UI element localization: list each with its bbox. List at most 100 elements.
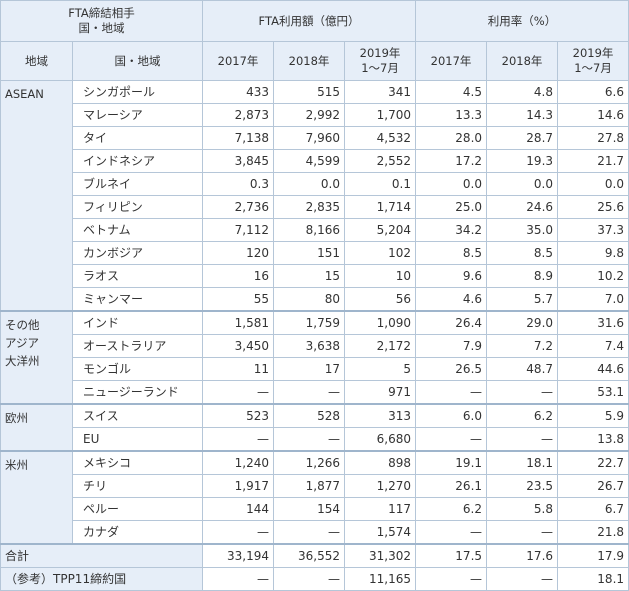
value-cell: 19.3 [486,149,559,173]
value-cell: 341 [344,80,417,104]
value-cell: 1,240 [202,450,275,475]
value-cell: 10.2 [557,264,629,288]
value-cell: 31,302 [344,543,417,568]
value-cell: 4.6 [415,287,488,312]
value-cell: 16 [202,264,275,288]
value-cell: 25.6 [557,195,629,219]
value-cell: 2,992 [273,103,346,127]
table-row: カンボジア 120 151 102 8.5 8.5 9.8 [1,241,629,265]
value-cell: 14.3 [486,103,559,127]
table-row: インドネシア 3,845 4,599 2,552 17.2 19.3 21.7 [1,149,629,173]
value-cell: — [486,427,559,452]
value-cell: 528 [273,403,346,428]
value-cell: 10 [344,264,417,288]
value-cell: — [202,520,275,545]
header-row-1: FTA締結相手 国・地域 FTA利用額（億円） 利用率（%） [0,0,629,42]
value-cell: 17.2 [415,149,488,173]
value-cell: — [415,567,488,591]
value-cell: 36,552 [273,543,346,568]
value-cell: 18.1 [486,450,559,475]
value-cell: 9.8 [557,241,629,265]
table-row: マレーシア 2,873 2,992 1,700 13.3 14.3 14.6 [1,103,629,127]
value-cell: 56 [344,287,417,312]
table-row: その他 アジア 大洋州 インド 1,581 1,759 1,090 26.4 29.0 31.… [0,310,629,405]
value-cell: 17.6 [486,543,559,568]
year-header-amount-2019: 2019年 1〜7月 [344,41,417,81]
value-cell: 55 [202,287,275,312]
value-cell: 21.8 [557,520,629,545]
country-cell: モンゴル [71,357,204,381]
value-cell: 14.6 [557,103,629,127]
partner-header: FTA締結相手 国・地域 [0,0,204,42]
country-cell: ニュージーランド [71,380,204,405]
year-header-rate-2019: 2019年 1〜7月 [557,41,629,81]
country-cell: チリ [71,474,204,498]
country-cell: フィリピン [71,195,204,219]
value-cell: 44.6 [557,357,629,381]
year-header-amount-2017: 2017年 [202,41,275,81]
value-cell: 19.1 [415,450,488,475]
table-row: チリ 1,917 1,877 1,270 26.1 23.5 26.7 [1,474,629,498]
region-other-asia-oceania: その他 アジア 大洋州 [0,310,73,405]
value-cell: 1,266 [273,450,346,475]
header-row-2: 地域 国・地域 2017年 2018年 2019年 1〜7月 2017年 201… [0,41,629,81]
region-europe: 欧州 [0,403,73,452]
value-cell: 5 [344,357,417,381]
value-cell: 5,204 [344,218,417,242]
value-cell: 15 [273,264,346,288]
value-cell: 23.5 [486,474,559,498]
value-cell: — [486,567,559,591]
value-cell: 1,917 [202,474,275,498]
value-cell: 5.7 [486,287,559,312]
value-cell: 3,638 [273,334,346,358]
country-cell: インドネシア [71,149,204,173]
value-cell: 29.0 [486,310,559,335]
value-cell: — [486,520,559,545]
region-col-header: 地域 [0,41,73,81]
value-cell: 28.0 [415,126,488,150]
value-cell: 17.9 [557,543,629,568]
value-cell: 2,873 [202,103,275,127]
region-asean: ASEAN [0,80,73,312]
value-cell: 0.0 [486,172,559,196]
value-cell: 4,599 [273,149,346,173]
table-row: ニュージーランド — —971— —53.1 [1,380,629,405]
value-cell: 8.5 [486,241,559,265]
country-cell: オーストラリア [71,334,204,358]
value-cell: 1,581 [202,310,275,335]
value-cell: 33,194 [202,543,275,568]
value-cell: 1,574 [344,520,417,545]
value-cell: 4.5 [415,80,488,104]
value-cell: 1,877 [273,474,346,498]
value-cell: 80 [273,287,346,312]
table-row: ブルネイ 0.3 0.0 0.1 0.0 0.0 0.0 [1,172,629,196]
value-cell: 6.2 [415,497,488,521]
total-row: 合計 33,194 36,552 31,302 17.5 17.6 17.9 [0,543,629,568]
country-cell: EU [71,427,204,452]
reference-row: （参考）TPP11締約国 — —11,165— —18.1 [0,567,629,591]
value-cell: 2,552 [344,149,417,173]
value-cell: 7.2 [486,334,559,358]
value-cell: 102 [344,241,417,265]
value-cell: 17.5 [415,543,488,568]
value-cell: — [202,380,275,405]
value-cell: 26.1 [415,474,488,498]
value-cell: — [415,520,488,545]
country-cell: カンボジア [71,241,204,265]
value-cell: 6.2 [486,403,559,428]
value-cell: 4,532 [344,126,417,150]
country-cell: スイス [71,403,204,428]
value-cell: 26.7 [557,474,629,498]
value-cell: — [202,427,275,452]
country-cell: シンガポール [71,80,204,104]
value-cell: — [415,427,488,452]
value-cell: 6.6 [557,80,629,104]
year-header-amount-2018: 2018年 [273,41,346,81]
value-cell: 515 [273,80,346,104]
value-cell: 11 [202,357,275,381]
value-cell: 26.5 [415,357,488,381]
table-row: ベトナム 7,112 8,166 5,204 34.2 35.0 37.3 [1,218,629,242]
value-cell: 1,090 [344,310,417,335]
country-cell: ラオス [71,264,204,288]
